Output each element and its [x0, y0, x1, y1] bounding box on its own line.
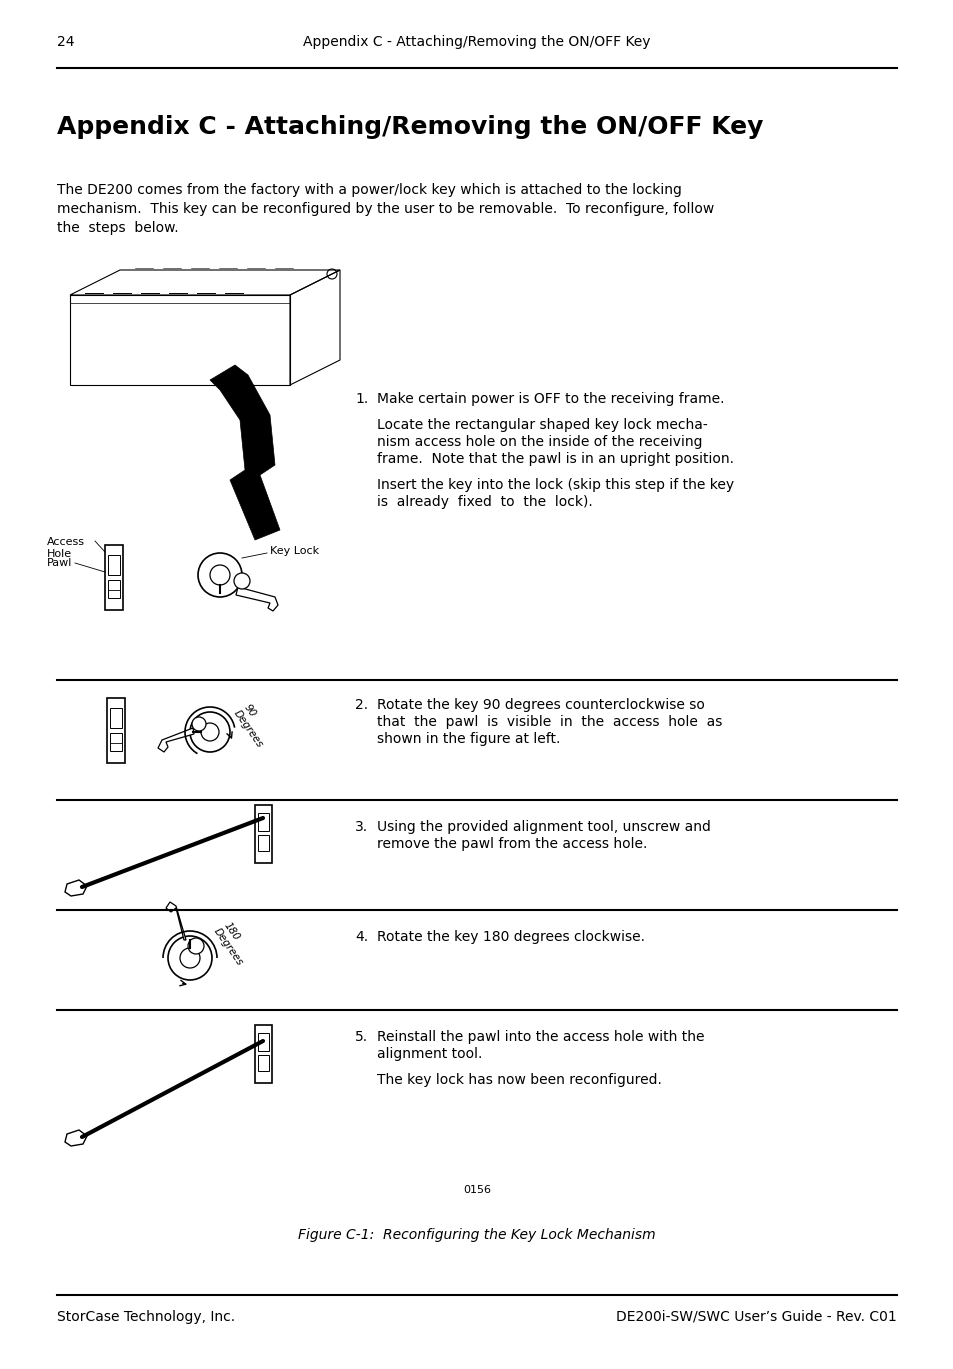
- Text: 4.: 4.: [355, 930, 368, 945]
- Text: Insert the key into the lock (skip this step if the key: Insert the key into the lock (skip this …: [376, 478, 734, 491]
- Circle shape: [168, 936, 212, 980]
- Text: mechanism.  This key can be reconfigured by the user to be removable.  To reconf: mechanism. This key can be reconfigured …: [57, 203, 714, 216]
- Text: Rotate the key 90 degrees counterclockwise so: Rotate the key 90 degrees counterclockwi…: [376, 698, 704, 712]
- Text: Figure C-1:  Reconfiguring the Key Lock Mechanism: Figure C-1: Reconfiguring the Key Lock M…: [298, 1228, 655, 1242]
- Text: alignment tool.: alignment tool.: [376, 1047, 482, 1061]
- Polygon shape: [65, 880, 87, 895]
- Bar: [110, 732, 122, 752]
- Circle shape: [198, 553, 242, 597]
- Text: shown in the figure at left.: shown in the figure at left.: [376, 732, 559, 746]
- Text: The key lock has now been reconfigured.: The key lock has now been reconfigured.: [376, 1073, 661, 1087]
- Bar: [107, 698, 125, 763]
- Bar: [254, 805, 272, 862]
- Text: 3.: 3.: [355, 820, 368, 834]
- Text: Access
Hole: Access Hole: [47, 537, 85, 559]
- Text: 2.: 2.: [355, 698, 368, 712]
- Text: Key Lock: Key Lock: [270, 546, 319, 556]
- Bar: [257, 1034, 269, 1051]
- Text: Using the provided alignment tool, unscrew and: Using the provided alignment tool, unscr…: [376, 820, 710, 834]
- Bar: [257, 1055, 269, 1071]
- Circle shape: [192, 717, 206, 731]
- Text: Locate the rectangular shaped key lock mecha-: Locate the rectangular shaped key lock m…: [376, 418, 707, 433]
- Text: StorCase Technology, Inc.: StorCase Technology, Inc.: [57, 1310, 234, 1324]
- Bar: [257, 835, 269, 852]
- Bar: [108, 580, 120, 598]
- Text: is  already  fixed  to  the  lock).: is already fixed to the lock).: [376, 496, 592, 509]
- Bar: [105, 545, 123, 611]
- Circle shape: [188, 938, 204, 954]
- Text: 0156: 0156: [462, 1186, 491, 1195]
- Text: 24: 24: [57, 36, 74, 49]
- Polygon shape: [210, 366, 280, 539]
- Bar: [254, 1025, 272, 1083]
- Text: 180
Degrees: 180 Degrees: [212, 920, 254, 968]
- Text: DE200i-SW/SWC User’s Guide - Rev. C01: DE200i-SW/SWC User’s Guide - Rev. C01: [616, 1310, 896, 1324]
- Text: Make certain power is OFF to the receiving frame.: Make certain power is OFF to the receivi…: [376, 392, 723, 407]
- Polygon shape: [235, 587, 277, 611]
- Bar: [110, 708, 122, 728]
- Text: that  the  pawl  is  visible  in  the  access  hole  as: that the pawl is visible in the access h…: [376, 715, 721, 730]
- Polygon shape: [65, 1129, 87, 1146]
- Text: Appendix C - Attaching/Removing the ON/OFF Key: Appendix C - Attaching/Removing the ON/O…: [57, 115, 762, 140]
- Text: 90
Degrees: 90 Degrees: [232, 702, 274, 750]
- Bar: [108, 554, 120, 575]
- Text: Appendix C - Attaching/Removing the ON/OFF Key: Appendix C - Attaching/Removing the ON/O…: [303, 36, 650, 49]
- Text: frame.  Note that the pawl is in an upright position.: frame. Note that the pawl is in an uprig…: [376, 452, 733, 465]
- Text: nism access hole on the inside of the receiving: nism access hole on the inside of the re…: [376, 435, 701, 449]
- Text: Reinstall the pawl into the access hole with the: Reinstall the pawl into the access hole …: [376, 1029, 703, 1045]
- Bar: [257, 813, 269, 831]
- Circle shape: [233, 574, 250, 589]
- Text: Pawl: Pawl: [47, 559, 72, 568]
- Text: Rotate the key 180 degrees clockwise.: Rotate the key 180 degrees clockwise.: [376, 930, 644, 945]
- Text: the  steps  below.: the steps below.: [57, 220, 178, 235]
- Text: The DE200 comes from the factory with a power/lock key which is attached to the : The DE200 comes from the factory with a …: [57, 183, 681, 197]
- Text: 5.: 5.: [355, 1029, 368, 1045]
- Circle shape: [190, 712, 230, 752]
- Text: 1.: 1.: [355, 392, 368, 407]
- Polygon shape: [158, 728, 193, 752]
- Text: remove the pawl from the access hole.: remove the pawl from the access hole.: [376, 836, 647, 852]
- Polygon shape: [166, 902, 186, 941]
